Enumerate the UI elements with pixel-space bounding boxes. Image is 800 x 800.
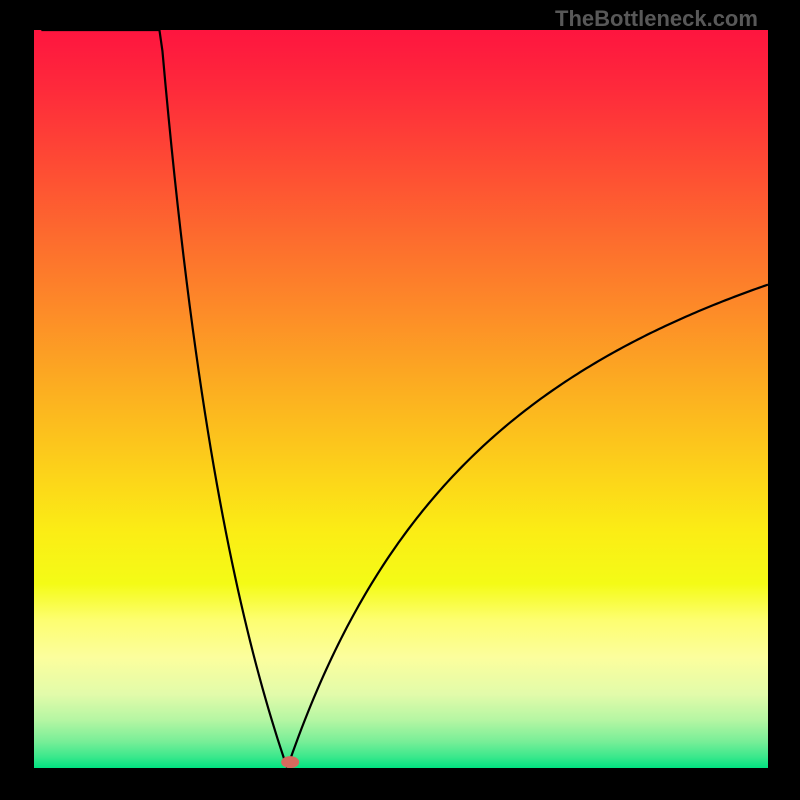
watermark-text: TheBottleneck.com <box>555 6 758 32</box>
plot-area <box>34 30 768 768</box>
curve-svg <box>34 30 768 768</box>
chart-container: TheBottleneck.com <box>0 0 800 800</box>
bottleneck-curve <box>41 30 768 766</box>
marker-dot <box>281 756 299 768</box>
